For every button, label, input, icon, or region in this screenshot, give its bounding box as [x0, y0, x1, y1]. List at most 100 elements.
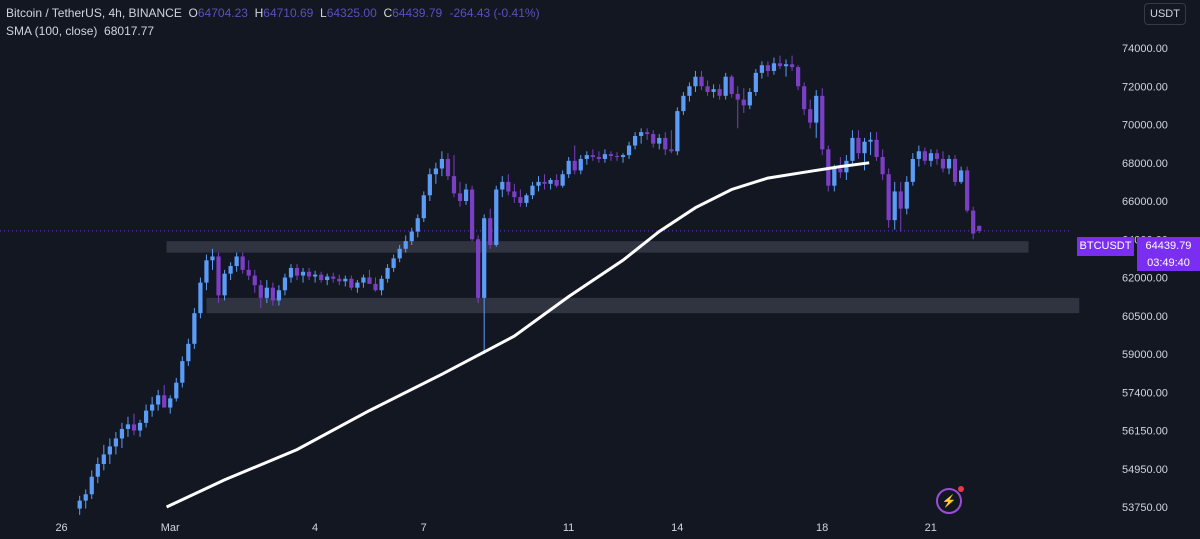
- candle-body: [476, 239, 481, 298]
- candle-body: [343, 278, 348, 282]
- candle-body: [886, 174, 891, 221]
- candle-body: [415, 218, 420, 232]
- candle-body: [101, 454, 106, 464]
- sma-line: [165, 161, 870, 509]
- candle-body: [759, 65, 764, 73]
- candle-body: [397, 248, 402, 259]
- candle-body: [965, 170, 970, 211]
- zone-rect: [166, 241, 1029, 253]
- y-tick-label: 54950.00: [1122, 464, 1168, 476]
- high-value: 64710.69: [263, 6, 314, 20]
- candle-body: [500, 181, 505, 190]
- sma-row[interactable]: SMA (100, close) 68017.77: [6, 22, 540, 40]
- candle-body: [632, 135, 638, 146]
- candle-body: [403, 241, 408, 249]
- currency-button[interactable]: USDT: [1144, 3, 1186, 25]
- candle-body: [959, 170, 964, 182]
- candle-body: [584, 155, 589, 159]
- candle-body: [469, 189, 475, 240]
- candle-body: [699, 76, 704, 87]
- candle-body: [741, 99, 746, 106]
- candle-body: [282, 277, 288, 291]
- candle-body: [150, 404, 155, 411]
- candle-body: [433, 168, 438, 175]
- candle-body: [747, 91, 752, 106]
- close-label: C: [383, 6, 393, 20]
- candle-body: [186, 343, 191, 362]
- candle-body: [325, 276, 330, 281]
- candle-body: [192, 313, 197, 344]
- candle-body: [143, 410, 149, 423]
- candle-body: [385, 267, 390, 279]
- y-tick-label: 70000.00: [1122, 120, 1168, 132]
- candle-body: [409, 231, 414, 242]
- symbol-title[interactable]: Bitcoin / TetherUS, 4h, BINANCE: [6, 6, 182, 20]
- candle-body: [663, 137, 668, 150]
- x-tick-label: 4: [312, 522, 318, 534]
- candle-body: [379, 278, 384, 291]
- candle-body: [125, 424, 131, 429]
- candle-body: [252, 275, 257, 286]
- candle-body: [337, 278, 342, 282]
- candle-body: [536, 181, 541, 186]
- y-tick-label: 66000.00: [1122, 196, 1168, 208]
- y-tick-label: 56150.00: [1122, 426, 1168, 438]
- candle-body: [783, 64, 789, 67]
- candle-body: [892, 191, 897, 221]
- candle-body: [596, 157, 601, 159]
- candle-body: [789, 64, 795, 68]
- candle-body: [240, 256, 245, 270]
- x-axis: 26 Mar 4 7 11 14 18 21: [55, 522, 936, 534]
- candle-body: [313, 274, 318, 277]
- candle-body: [542, 181, 547, 184]
- candle-body: [457, 193, 463, 201]
- candle-body: [578, 158, 583, 171]
- candle-body: [361, 277, 366, 283]
- candle-body: [814, 95, 819, 123]
- candle-body: [934, 153, 940, 159]
- candle-body: [940, 158, 946, 169]
- candle-body: [270, 287, 275, 301]
- candle-body: [651, 134, 656, 144]
- candle-body: [137, 422, 143, 431]
- candle-body: [977, 225, 982, 231]
- candle-body: [771, 63, 777, 71]
- candle-body: [524, 195, 529, 203]
- x-tick-label: 14: [671, 522, 683, 534]
- candle-body: [421, 195, 426, 219]
- candle-body: [795, 67, 801, 87]
- candle-body: [83, 494, 88, 501]
- candle-body: [216, 256, 221, 296]
- lightning-icon[interactable]: ⚡: [936, 486, 964, 514]
- candle-body: [735, 93, 740, 100]
- candle-body: [669, 149, 674, 152]
- candle-body: [572, 160, 577, 171]
- candle-body: [228, 266, 233, 274]
- candle-body: [808, 109, 813, 123]
- candle-body: [494, 189, 499, 245]
- y-tick-label: 60500.00: [1122, 311, 1168, 323]
- candle-body: [850, 137, 855, 161]
- candles-layer: [77, 55, 982, 515]
- candle-body: [874, 139, 879, 158]
- change-value: -264.43 (-0.41%): [449, 6, 540, 20]
- candle-body: [506, 181, 511, 192]
- candle-body: [777, 63, 783, 67]
- candle-body: [910, 158, 915, 182]
- candle-body: [971, 210, 976, 234]
- candle-body: [445, 158, 451, 177]
- candle-body: [288, 267, 294, 278]
- candle-body: [904, 181, 909, 209]
- open-label: O: [188, 6, 198, 20]
- candle-body: [349, 278, 354, 288]
- x-tick-label: 11: [563, 522, 574, 534]
- candle-body: [210, 256, 215, 261]
- candle-body: [898, 191, 903, 209]
- candle-body: [131, 424, 137, 431]
- price-tag-price: 64439.79: [1137, 237, 1200, 256]
- candle-body: [463, 189, 469, 201]
- candle-body: [675, 111, 680, 152]
- candle-body: [687, 86, 692, 96]
- x-tick-label: 26: [55, 522, 67, 534]
